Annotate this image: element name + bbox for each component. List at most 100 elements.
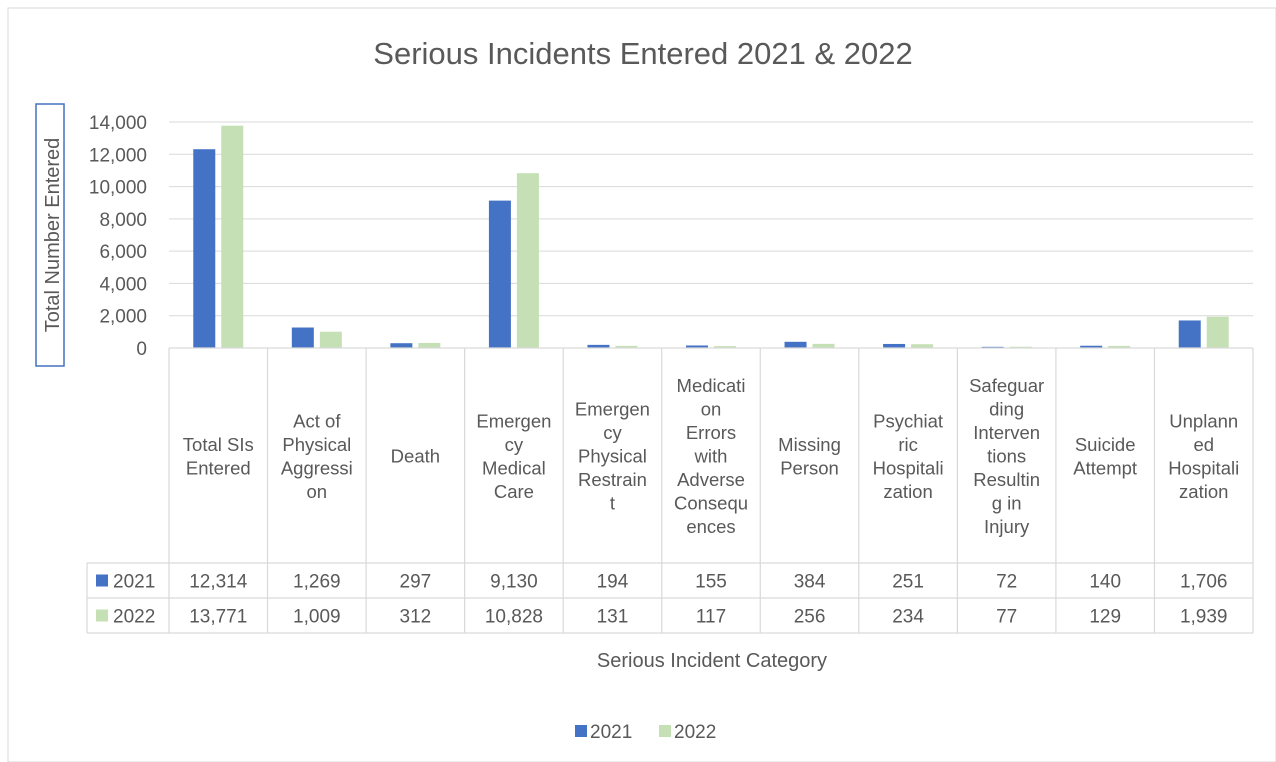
category-label: on (701, 399, 722, 420)
table-series-name: 2022 (113, 607, 155, 628)
category-label: t (610, 493, 615, 514)
category-label: Psychiat (873, 410, 943, 431)
bar-2021-6 (784, 341, 807, 348)
gridlines (169, 121, 1253, 317)
category-label: ences (686, 516, 735, 537)
bar-2021-0 (193, 149, 216, 348)
category-label: Safeguar (969, 375, 1044, 396)
category-label: g in (992, 493, 1022, 514)
table-legend-key-2022 (96, 609, 108, 622)
data-label: 10,828 (485, 607, 543, 628)
bar-2022-10 (1206, 316, 1229, 348)
category-label: Attempt (1073, 457, 1137, 478)
data-label: 117 (696, 607, 726, 628)
category-label: Care (494, 481, 534, 502)
data-label: 155 (695, 572, 727, 593)
category-label: Hospitali (873, 457, 944, 478)
category-label: zation (883, 481, 932, 502)
data-label: 140 (1089, 572, 1121, 593)
category-label: Medical (482, 457, 546, 478)
category-label: Consequ (674, 493, 748, 514)
category-label: ding (989, 399, 1024, 420)
bar-2021-10 (1178, 320, 1201, 348)
y-axis-ticks: 0 2,000 4,000 6,000 8,000 10,000 12,000 14,000 (89, 113, 147, 360)
category-label: cy (603, 422, 622, 443)
category-label: tions (987, 446, 1026, 467)
category-label: with (694, 446, 728, 467)
category-label: cy (505, 434, 524, 455)
category-label: Interven (973, 422, 1040, 443)
category-label: Emergen (575, 399, 650, 420)
category-label: ed (1193, 434, 1214, 455)
data-label: 384 (794, 572, 826, 593)
bar-2022-1 (319, 331, 342, 348)
bar-2022-5 (714, 346, 736, 348)
category-label: Act of (293, 410, 341, 431)
category-label: Adverse (677, 469, 745, 490)
category-label: Emergen (476, 410, 551, 431)
y-tick-label: 4,000 (99, 274, 147, 295)
category-label: Physical (282, 434, 351, 455)
bar-2022-3 (516, 173, 539, 348)
chart-title: Serious Incidents Entered 2021 & 2022 (373, 36, 912, 71)
data-label: 13,771 (189, 607, 247, 628)
legend: 2021 2022 (575, 722, 716, 743)
data-label: 256 (794, 607, 826, 628)
y-tick-label: 12,000 (89, 145, 147, 166)
category-label: Injury (984, 516, 1030, 537)
bar-2022-2 (418, 342, 441, 348)
data-label: 131 (597, 607, 629, 628)
category-label: zation (1179, 481, 1228, 502)
category-label: Unplann (1169, 410, 1238, 431)
bar-2022-4 (615, 345, 638, 348)
category-label: Person (780, 457, 839, 478)
category-label: on (307, 481, 328, 502)
y-tick-label: 2,000 (99, 307, 147, 328)
category-label: Aggressi (281, 457, 353, 478)
data-label: 297 (400, 572, 432, 593)
y-tick-label: 14,000 (89, 113, 147, 134)
bars (193, 125, 1229, 348)
data-label: 1,269 (293, 572, 341, 593)
data-label: 1,939 (1180, 607, 1228, 628)
bar-2022-8 (1009, 346, 1032, 348)
y-axis-title-group: Total Number Entered (35, 103, 65, 367)
data-label: 72 (996, 572, 1017, 593)
legend-label: 2021 (590, 722, 632, 743)
data-label: 251 (892, 572, 924, 593)
category-label: Resultin (973, 469, 1040, 490)
bar-2021-7 (883, 343, 906, 348)
category-label: Errors (686, 422, 736, 443)
chart-border (7, 7, 1276, 762)
category-label: Total SIs (183, 434, 254, 455)
category-label: Medicati (677, 375, 746, 396)
y-tick-label: 0 (136, 339, 147, 360)
y-tick-label: 6,000 (99, 242, 147, 263)
legend-key-2022 (659, 725, 671, 737)
category-label: Physical (578, 446, 647, 467)
bar-2022-6 (812, 343, 835, 348)
bar-2022-0 (221, 125, 244, 348)
category-label: Entered (186, 457, 251, 478)
data-label: 1,706 (1180, 572, 1228, 593)
legend-key-2021 (575, 725, 587, 737)
data-label: 77 (996, 607, 1017, 628)
data-label: 9,130 (490, 572, 538, 593)
bar-2021-5 (686, 345, 708, 348)
data-label: 312 (400, 607, 432, 628)
y-tick-label: 10,000 (89, 178, 147, 199)
category-label: Suicide (1075, 434, 1136, 455)
x-axis-title: Serious Incident Category (597, 650, 827, 672)
category-label: Restrain (578, 469, 647, 490)
y-axis-title-box (35, 103, 65, 367)
legend-label: 2022 (674, 722, 716, 743)
category-label: Death (391, 446, 440, 467)
data-label: 1,009 (293, 607, 341, 628)
table-legend-key-2021 (96, 574, 108, 587)
bar-2021-2 (390, 343, 413, 348)
y-tick-label: 8,000 (99, 210, 147, 231)
bar-2022-7 (911, 344, 934, 348)
bar-2021-9 (1080, 345, 1103, 348)
